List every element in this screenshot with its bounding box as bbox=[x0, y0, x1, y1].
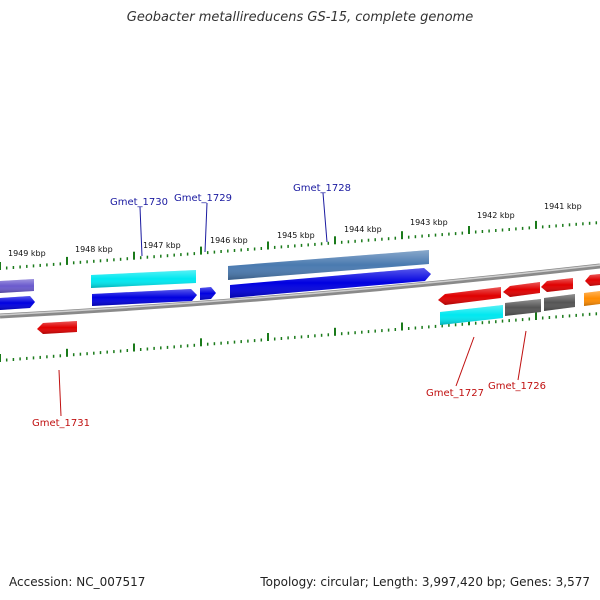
gene-feature-gmet1730[interactable] bbox=[92, 289, 197, 306]
gene-feature-red-3[interactable] bbox=[541, 278, 573, 292]
kbp-label-1949: 1949 kbp bbox=[8, 249, 46, 258]
kbp-label-1943: 1943 kbp bbox=[410, 218, 448, 227]
leader-line-gmet1729 bbox=[204, 202, 208, 253]
kbp-label-1946: 1946 kbp bbox=[210, 236, 248, 245]
gene-feature-gmet1727-cyan[interactable] bbox=[440, 305, 503, 325]
tick-ring-outer bbox=[0, 220, 598, 270]
leader-line-gmet1727 bbox=[455, 336, 475, 387]
kbp-label-1944: 1944 kbp bbox=[344, 225, 382, 234]
gene-feature-left-purple[interactable] bbox=[0, 279, 34, 293]
gene-feature-gmet1728[interactable] bbox=[230, 268, 431, 298]
gene-feature-gmet1728-steel[interactable] bbox=[228, 250, 429, 280]
gene-label-gmet1728[interactable]: Gmet_1728 bbox=[293, 183, 351, 194]
kbp-label-1945: 1945 kbp bbox=[277, 231, 315, 240]
gene-feature-left-blue[interactable] bbox=[0, 296, 35, 310]
gene-label-gmet1726[interactable]: Gmet_1726 bbox=[488, 381, 546, 392]
gene-feature-red-edge[interactable] bbox=[585, 274, 600, 286]
gene-feature-gmet1729[interactable] bbox=[200, 287, 216, 300]
genome-backbone bbox=[0, 263, 600, 319]
gene-label-gmet1727[interactable]: Gmet_1727 bbox=[426, 388, 484, 399]
leader-line-gmet1728 bbox=[322, 192, 328, 243]
genome-summary: Topology: circular; Length: 3,997,420 bp… bbox=[260, 575, 590, 589]
gene-feature-gmet1730-cyan[interactable] bbox=[91, 270, 196, 288]
gene-feature-orange-edge[interactable] bbox=[584, 291, 600, 306]
leader-line-gmet1726 bbox=[517, 330, 527, 381]
gene-feature-red-2[interactable] bbox=[503, 282, 540, 297]
kbp-label-1948: 1948 kbp bbox=[75, 245, 113, 254]
gene-feature-gmet1731[interactable] bbox=[37, 321, 77, 334]
leader-line-gmet1730 bbox=[139, 206, 143, 257]
genome-title: Geobacter metallireducens GS-15, complet… bbox=[126, 10, 474, 25]
tick-ring-inner bbox=[0, 312, 598, 362]
kbp-label-1941: 1941 kbp bbox=[544, 202, 582, 211]
kbp-label-1942: 1942 kbp bbox=[477, 211, 515, 220]
gene-feature-gmet1726-gray[interactable] bbox=[505, 299, 541, 316]
leader-line-gmet1731 bbox=[58, 369, 62, 417]
kbp-label-1947: 1947 kbp bbox=[143, 241, 181, 250]
gene-label-gmet1729[interactable]: Gmet_1729 bbox=[174, 193, 232, 204]
accession-label: Accession: NC_007517 bbox=[9, 575, 146, 589]
gene-feature-red-1[interactable] bbox=[438, 287, 501, 305]
gene-feature-gray-2[interactable] bbox=[544, 294, 575, 311]
gene-label-gmet1731[interactable]: Gmet_1731 bbox=[32, 418, 90, 429]
gene-label-gmet1730[interactable]: Gmet_1730 bbox=[110, 197, 168, 208]
